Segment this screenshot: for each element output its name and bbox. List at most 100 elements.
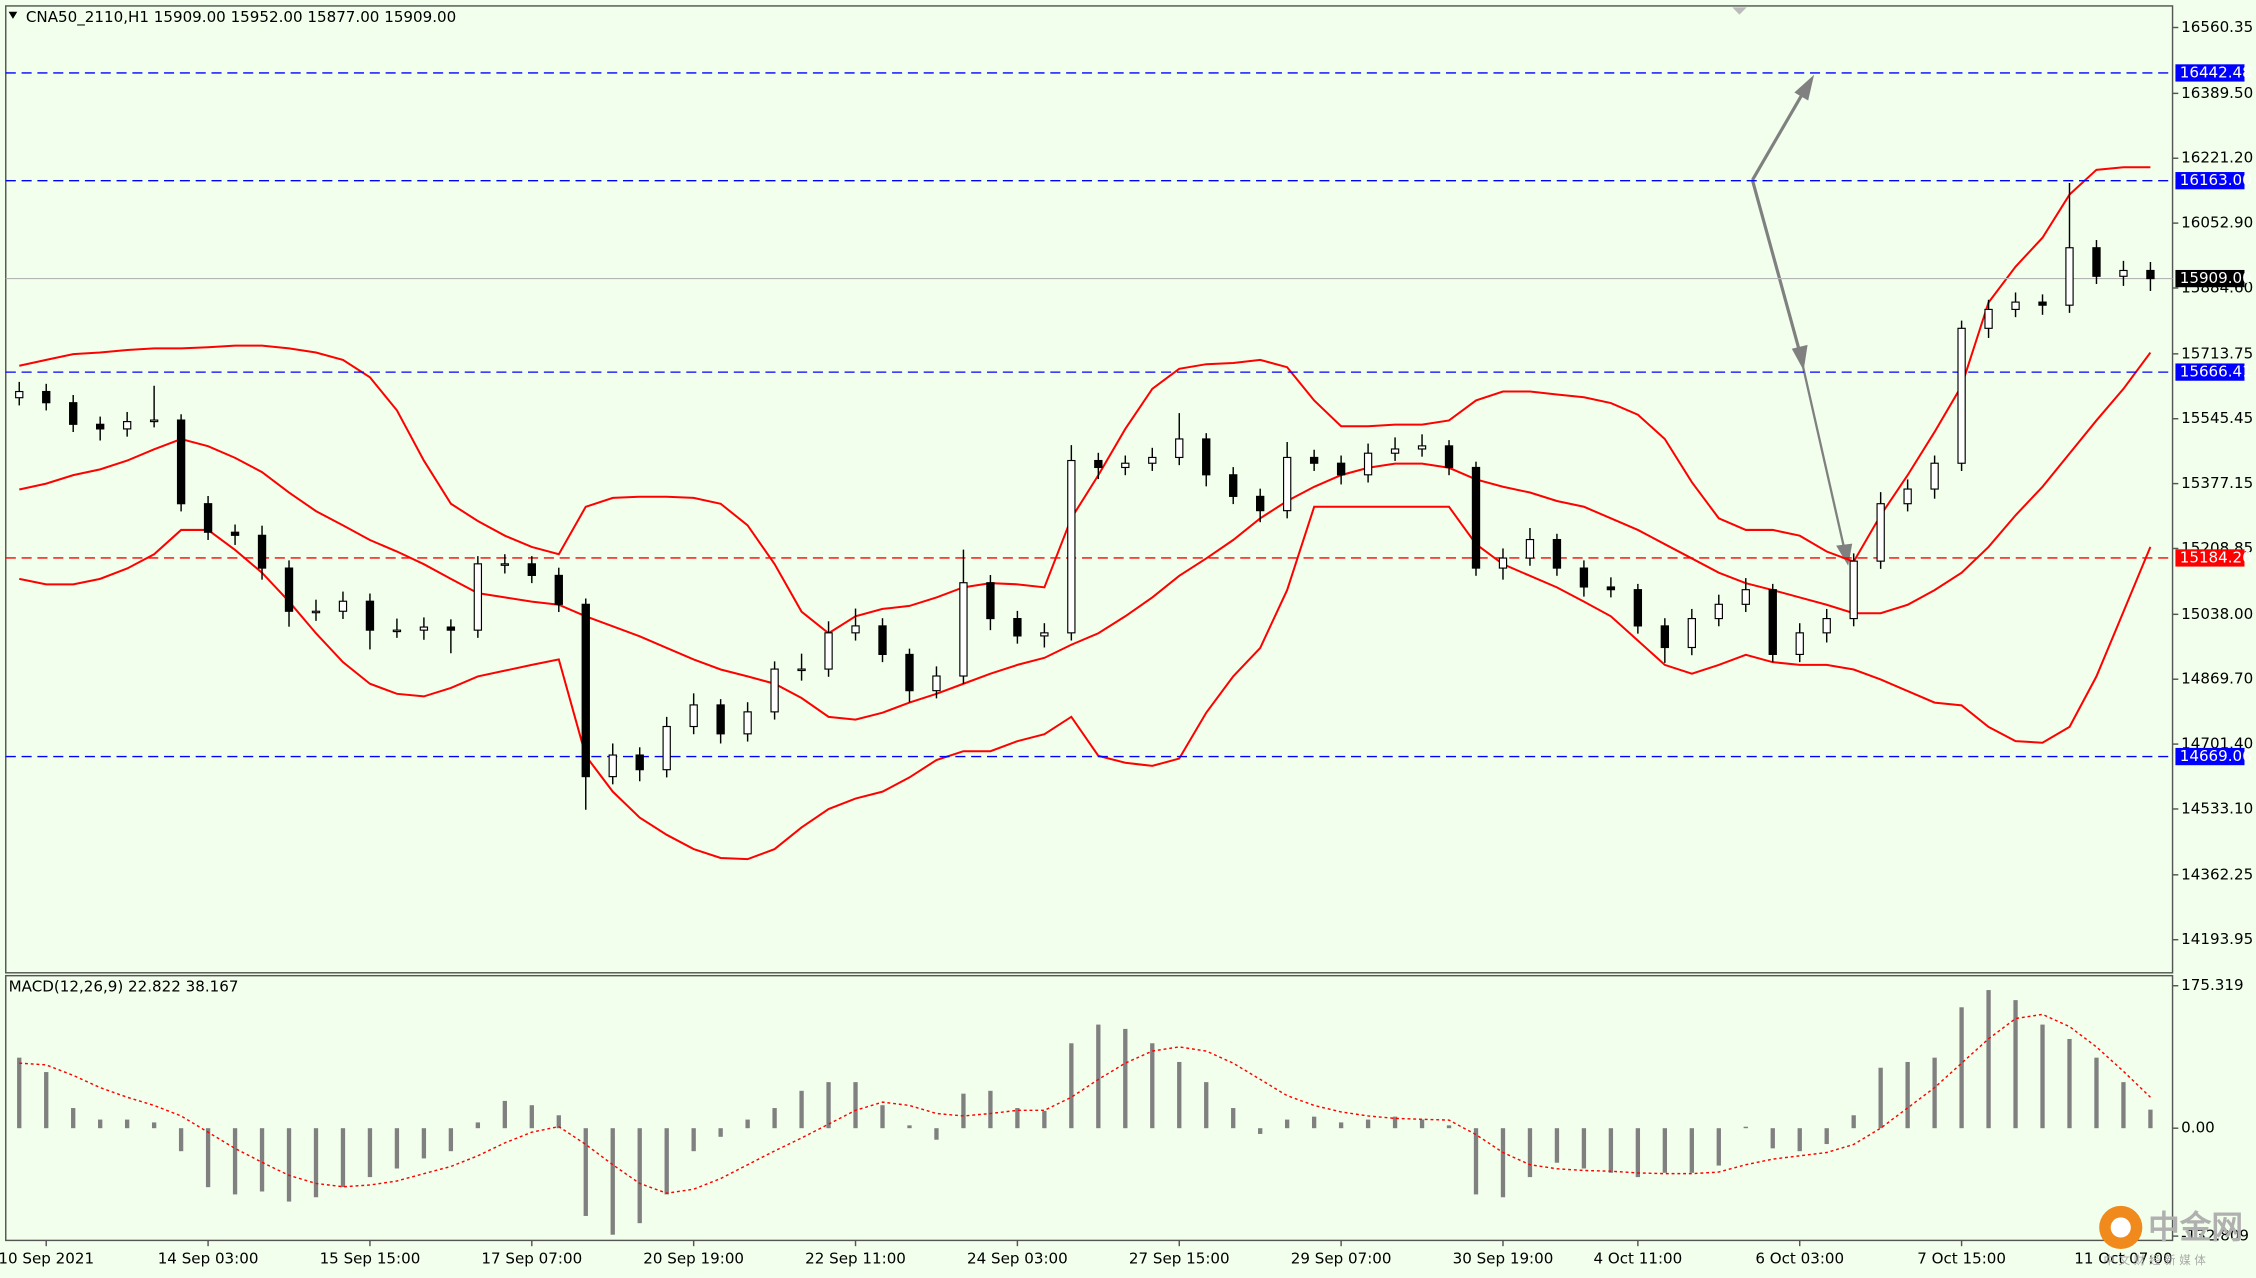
macd-pane: [5, 974, 2174, 1242]
candle-body: [365, 600, 375, 631]
macd-bar: [1932, 1057, 1937, 1129]
candle-body: [1256, 495, 1265, 512]
x-tick-label: 6 Oct 03:00: [1755, 1250, 1844, 1268]
y-tick-label: 14533.10: [2181, 799, 2253, 817]
macd-bar: [124, 1119, 130, 1129]
bollinger-lower: [19, 505, 2152, 861]
bollinger-upper: [19, 166, 2151, 635]
level-label-box: [2175, 363, 2245, 381]
macd-bar: [2067, 1038, 2072, 1129]
macd-bar: [1743, 1126, 1748, 1129]
candle-body: [1849, 560, 1858, 620]
macd-bar: [1338, 1122, 1344, 1129]
candle-body: [1148, 456, 1157, 464]
macd-bar: [1689, 1128, 1694, 1173]
macd-bar: [1015, 1108, 1020, 1129]
macd-bar: [1959, 1007, 1964, 1129]
candle-body: [230, 531, 240, 536]
candle-body: [2146, 269, 2155, 280]
candle-body: [1930, 462, 1939, 490]
logo-name: 中金网: [2148, 1209, 2243, 1246]
macd-bar: [1042, 1110, 1047, 1129]
macd-bar: [44, 1072, 49, 1129]
candle-body: [716, 704, 725, 735]
candle-body: [743, 711, 752, 735]
candle-body: [581, 603, 590, 778]
x-tick-label: 29 Sep 07:00: [1291, 1250, 1392, 1268]
macd-bar: [691, 1128, 696, 1152]
candle-body: [527, 563, 536, 576]
macd-bar: [637, 1128, 642, 1224]
macd-bar: [1851, 1115, 1856, 1129]
candle-body: [1013, 618, 1022, 637]
level-label: 16163.00: [2180, 171, 2252, 189]
candle-body: [1498, 557, 1508, 569]
macd-bar: [1581, 1128, 1587, 1169]
macd-bar: [1231, 1108, 1236, 1129]
menu-triangle[interactable]: [8, 11, 18, 19]
macd-bar: [1150, 1043, 1155, 1129]
macd-bar: [2121, 1082, 2126, 1129]
macd-bar: [934, 1128, 939, 1140]
bollinger-middle: [19, 351, 2152, 721]
candle-body: [257, 534, 267, 569]
macd-bar: [1285, 1119, 1290, 1129]
x-tick-label: 30 Sep 19:00: [1453, 1250, 1554, 1268]
candle-body: [554, 574, 563, 605]
shift-marker: [1732, 7, 1747, 15]
candle-body: [2011, 301, 2020, 311]
candle-body: [2092, 247, 2101, 277]
macd-bar: [151, 1122, 157, 1129]
macd-bar: [1797, 1128, 1802, 1152]
macd-bar: [799, 1090, 804, 1129]
macd-bar: [1311, 1116, 1317, 1129]
macd-bar: [71, 1108, 76, 1129]
candle-body: [1229, 474, 1238, 497]
candle-body: [149, 419, 159, 423]
candle-body: [2119, 269, 2128, 277]
watermark: 中金网 中 文 财 经 新 媒 体: [2099, 1205, 2243, 1267]
macd-bar: [178, 1128, 184, 1152]
candle-body: [338, 600, 348, 612]
candle-body: [932, 675, 941, 692]
candle-body: [1903, 488, 1912, 505]
candle-body: [1282, 456, 1292, 512]
macd-bar: [1905, 1061, 1910, 1129]
macd-bar: [2094, 1057, 2099, 1129]
macd-bar: [772, 1108, 777, 1129]
logo-tagline: 中 文 财 经 新 媒 体: [2103, 1253, 2206, 1267]
candle-body: [419, 626, 429, 631]
macd-bar: [1069, 1043, 1074, 1129]
level-label: 16442.48: [2180, 63, 2252, 81]
macd-bar: [1204, 1082, 1209, 1129]
candle-body: [500, 563, 510, 566]
candle-body: [824, 632, 833, 670]
macd-bar: [826, 1082, 831, 1129]
candle-body: [1552, 538, 1562, 569]
macd-bar: [1500, 1128, 1506, 1198]
macd-bar: [421, 1128, 427, 1159]
macd-bar: [367, 1128, 373, 1178]
candle-body: [1471, 466, 1481, 569]
macd-bar: [286, 1128, 292, 1202]
y-tick-label: 16221.20: [2181, 149, 2253, 167]
level-label: 15666.41: [2180, 363, 2252, 381]
x-tick-label: 14 Sep 03:00: [158, 1250, 259, 1268]
macd-bar: [448, 1128, 454, 1152]
candle-body: [797, 668, 806, 672]
candle-body: [608, 754, 617, 778]
macd-bar: [2013, 1000, 2018, 1129]
candle-body: [446, 626, 456, 631]
macd-bar: [1716, 1128, 1721, 1166]
candle-body: [2065, 247, 2074, 306]
y-tick-label: 0.00: [2181, 1119, 2215, 1137]
macd-bar: [232, 1128, 238, 1195]
y-tick-label: 15377.15: [2181, 474, 2253, 492]
candle-body: [1175, 438, 1184, 459]
arrow-head: [1791, 344, 1808, 371]
macd-bar: [745, 1119, 750, 1129]
macd-bar: [394, 1128, 400, 1169]
macd-bar: [1824, 1128, 1829, 1145]
candle-body: [770, 668, 779, 713]
